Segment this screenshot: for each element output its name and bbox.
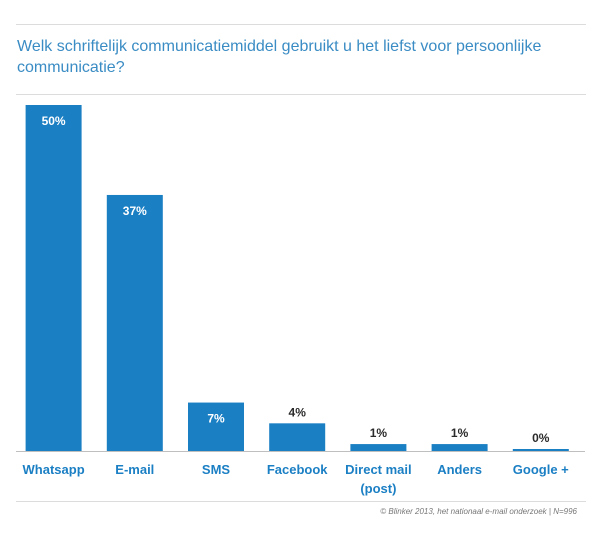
value-label-0: 50% [42,114,66,128]
bar-3 [269,423,326,451]
category-label-2: SMS [202,462,231,477]
bar-0 [25,105,82,451]
top-divider [16,24,586,25]
value-label-2: 7% [207,412,225,426]
category-label-0: Whatsapp [23,462,85,477]
chart-title: Welk schriftelijk communicatiemiddel geb… [17,38,542,76]
labels-group: 50% Whatsapp 37% E-mail 7% SMS 4% Facebook 1% Dir… [23,114,570,496]
value-label-3: 4% [289,405,307,419]
title-divider [16,94,586,95]
bar-5 [431,444,488,451]
bar-1 [106,194,163,451]
category-label-4-line-0: Direct mail [345,462,411,477]
category-label-1: E-mail [115,462,154,477]
category-label-3: Facebook [267,462,328,477]
value-label-1: 37% [123,204,147,218]
bar-2 [188,402,244,451]
value-label-5: 1% [451,426,469,440]
value-label-4: 1% [370,426,388,440]
bar-4 [350,444,407,451]
value-label-6: 0% [532,431,550,445]
category-label-4-line-1: (post) [360,481,396,496]
category-label-6: Google + [513,462,569,477]
bar-6 [512,449,569,451]
chart-source: © Blinker 2013, het nationaal e-mail ond… [380,507,577,516]
category-label-5: Anders [437,462,482,477]
footer-divider [16,501,586,502]
bars-group [25,105,569,451]
